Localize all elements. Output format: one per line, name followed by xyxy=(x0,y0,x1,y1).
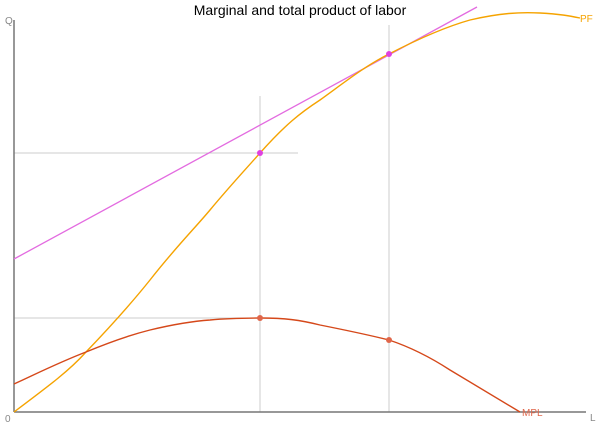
pf-tangent-point xyxy=(386,51,392,57)
pf-inflection-point xyxy=(257,150,263,156)
mpl-point xyxy=(386,337,392,343)
mpl-label: MPL xyxy=(522,408,543,419)
origin-label: 0 xyxy=(5,414,11,425)
y-axis-label: Q xyxy=(5,16,13,27)
x-axis-label: L xyxy=(590,413,596,424)
pf-label: PF xyxy=(580,14,593,25)
diagram-title: Marginal and total product of labor xyxy=(194,2,407,18)
mpl-curve xyxy=(13,317,521,413)
pf-curve xyxy=(13,11,581,413)
mpl-max-point xyxy=(257,315,263,321)
